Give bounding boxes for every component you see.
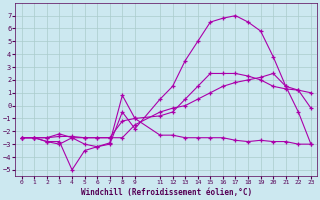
X-axis label: Windchill (Refroidissement éolien,°C): Windchill (Refroidissement éolien,°C): [81, 188, 252, 197]
